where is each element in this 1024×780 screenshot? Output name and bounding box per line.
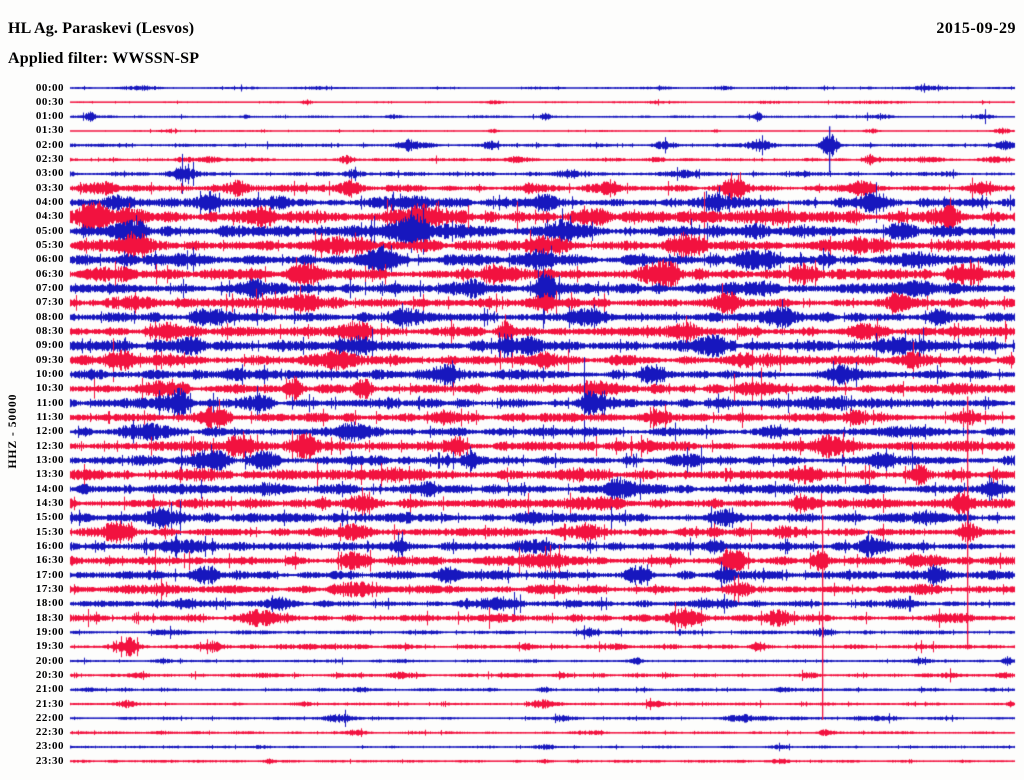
time-label: 12:00	[35, 425, 64, 437]
date-label: 2015-09-29	[936, 20, 1016, 37]
time-label: 13:00	[35, 454, 64, 466]
time-label: 08:30	[35, 325, 64, 337]
time-label: 01:30	[35, 124, 64, 136]
time-label: 05:00	[35, 225, 64, 237]
time-label: 12:30	[35, 440, 64, 452]
time-label: 18:00	[35, 597, 64, 609]
time-label: 19:00	[35, 626, 64, 638]
time-axis: 00:00 00:30 01:00 01:30 02:00 02:30 03:00 03:30…	[0, 0, 64, 780]
filter-label: Applied filter: WWSSN-SP	[8, 50, 200, 67]
time-label: 04:00	[35, 196, 64, 208]
time-label: 11:30	[36, 411, 64, 423]
time-label: 02:30	[35, 153, 64, 165]
time-label: 11:00	[36, 397, 64, 409]
time-label: 07:30	[35, 296, 64, 308]
station-title: HL Ag. Paraskevi (Lesvos)	[8, 20, 195, 37]
time-label: 03:30	[35, 182, 64, 194]
time-label: 10:30	[35, 382, 64, 394]
time-label: 09:00	[35, 339, 64, 351]
time-label: 16:30	[35, 554, 64, 566]
time-label: 02:00	[35, 139, 64, 151]
time-label: 23:00	[35, 740, 64, 752]
time-label: 03:00	[35, 167, 64, 179]
time-label: 19:30	[35, 640, 64, 652]
time-label: 10:00	[35, 368, 64, 380]
time-label: 14:00	[35, 483, 64, 495]
time-label: 21:00	[35, 683, 64, 695]
time-label: 00:30	[35, 96, 64, 108]
time-label: 20:30	[35, 669, 64, 681]
time-label: 00:00	[35, 82, 64, 94]
time-label: 09:30	[35, 354, 64, 366]
time-label: 05:30	[35, 239, 64, 251]
time-label: 16:00	[35, 540, 64, 552]
time-label: 01:00	[35, 110, 64, 122]
time-label: 22:30	[35, 726, 64, 738]
time-label: 06:00	[35, 253, 64, 265]
time-label: 23:30	[35, 755, 64, 767]
time-label: 15:30	[35, 526, 64, 538]
time-label: 21:30	[35, 698, 64, 710]
time-label: 13:30	[35, 468, 64, 480]
time-label: 17:30	[35, 583, 64, 595]
time-label: 17:00	[35, 569, 64, 581]
time-label: 20:00	[35, 655, 64, 667]
time-label: 04:30	[35, 210, 64, 222]
time-label: 06:30	[35, 268, 64, 280]
time-label: 07:00	[35, 282, 64, 294]
time-label: 22:00	[35, 712, 64, 724]
time-label: 14:30	[35, 497, 64, 509]
time-label: 18:30	[35, 612, 64, 624]
time-label: 08:00	[35, 311, 64, 323]
time-label: 15:00	[35, 511, 64, 523]
